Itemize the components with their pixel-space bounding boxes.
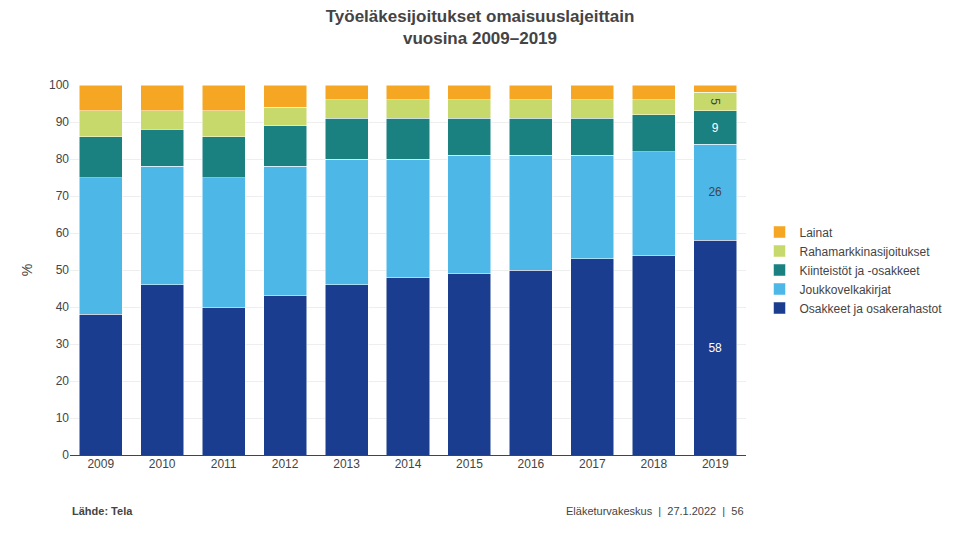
svg-text:2010: 2010 [149,457,176,471]
svg-text:2014: 2014 [395,457,422,471]
svg-text:58: 58 [708,341,722,355]
svg-text:2016: 2016 [518,457,545,471]
svg-text:Joukkovelkakirjat: Joukkovelkakirjat [800,283,892,297]
svg-text:%: % [19,264,35,276]
svg-text:9: 9 [712,121,719,135]
svg-text:2019: 2019 [702,457,729,471]
svg-text:Lainat: Lainat [800,226,833,240]
svg-text:60: 60 [56,226,70,240]
svg-text:30: 30 [56,337,70,351]
svg-text:2011: 2011 [211,457,237,471]
svg-text:10: 10 [56,411,70,425]
svg-text:2015: 2015 [456,457,483,471]
svg-text:5: 5 [708,98,722,105]
svg-text:26: 26 [708,185,722,199]
svg-text:2009: 2009 [87,457,114,471]
svg-text:0: 0 [62,448,69,462]
svg-text:Lähde: Tela: Lähde: Tela [72,505,133,517]
svg-text:90: 90 [56,115,70,129]
svg-text:100: 100 [49,78,69,92]
svg-text:20: 20 [56,374,70,388]
svg-text:Rahamarkkinasijoitukset: Rahamarkkinasijoitukset [800,245,931,259]
svg-text:70: 70 [56,189,70,203]
svg-text:2018: 2018 [640,457,667,471]
svg-text:2013: 2013 [333,457,360,471]
svg-text:40: 40 [56,300,70,314]
svg-text:50: 50 [56,263,70,277]
svg-text:2012: 2012 [272,457,299,471]
svg-text:Eläketurvakeskus | 27.1.2022: Eläketurvakeskus | 27.1.2022 | 56 [566,505,744,517]
svg-text:Osakkeet ja osakerahastot: Osakkeet ja osakerahastot [800,302,943,316]
svg-text:80: 80 [56,152,70,166]
svg-text:2017: 2017 [579,457,606,471]
svg-text:Kiinteistöt ja -osakkeet: Kiinteistöt ja -osakkeet [800,264,921,278]
svg-text:Työeläkesijoitukset omaisuusla: Työeläkesijoitukset omaisuuslajeittainvu… [326,7,635,48]
